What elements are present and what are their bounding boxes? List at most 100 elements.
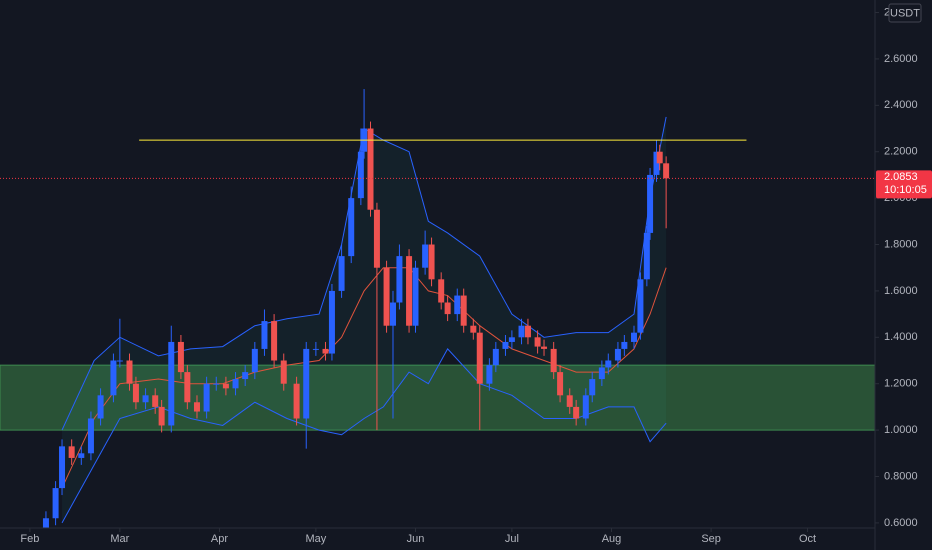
x-tick-label: Oct [799,533,816,545]
candle-body [303,348,310,419]
candle-body [78,453,85,458]
candle-body [460,295,467,326]
candle-body [518,325,525,338]
candle-body [293,383,300,419]
candle-body [508,337,515,342]
candle-body [396,256,403,303]
candle-body [271,321,278,361]
candle-body [470,325,477,333]
candle-body [242,372,249,380]
candle-body [184,372,191,403]
candle-body [203,383,210,412]
candle-body [663,163,670,179]
x-tick-label: Feb [20,533,39,545]
x-tick-label: Apr [211,533,228,545]
last-price-label: 2.0853 [884,171,918,183]
last-price-badge [876,170,932,199]
candle-body [59,446,66,489]
candle-body [541,346,548,349]
y-tick-label: 2.2000 [884,146,918,158]
candle-body [357,151,364,199]
x-tick-label: Mar [110,533,129,545]
candle-body [614,348,621,361]
candle-body [573,406,580,419]
candle-body [328,290,335,354]
candle-body [524,325,531,338]
candle-body [637,279,644,333]
candle-body [232,379,239,389]
y-tick-label: 1.8000 [884,238,918,250]
candle-body [52,488,59,519]
candle-body [428,244,435,280]
candle-body [621,341,628,349]
candle-body [213,383,220,385]
candle-body [444,302,451,315]
y-tick-label: 2.6000 [884,53,918,65]
candle-body [486,365,493,384]
candle-body [68,446,75,458]
candle-body [126,360,133,384]
plot-area [0,89,875,528]
candle-body [630,332,637,342]
candle-body [598,367,605,380]
candle-body [492,348,499,366]
candle-body [261,321,268,349]
candle-body [97,395,104,419]
candle-body [116,360,123,362]
y-tick-label: 1.4000 [884,331,918,343]
candle-body [476,332,483,384]
y-tick-label: 0.8000 [884,470,918,482]
candle-body [653,151,660,175]
candle-body [152,395,159,407]
candle-body [605,360,612,368]
candle-body [406,256,413,326]
candle-body [168,341,175,426]
candle-body [142,395,149,403]
y-tick-label: 1.2000 [884,378,918,390]
x-tick-label: Jun [407,533,425,545]
candle-body [348,198,355,257]
candle-body [312,348,319,350]
candle-body [534,337,541,347]
countdown-label: 10:10:05 [884,184,927,196]
candle-body [193,402,200,412]
candle-body [373,209,380,268]
candle-body [42,518,49,528]
candle-body [280,360,287,384]
candle-body [222,383,229,389]
candle-body [87,418,94,454]
candle-body [251,348,258,373]
quote-label: USDT [890,7,920,19]
candle-body [647,174,654,233]
candle-body [502,341,509,349]
axes: 0.6000 0.8000 1.0000 1.2000 1.4000 1.6000 1.80… [20,3,932,545]
candle-body [110,360,117,396]
candle-body [550,348,557,373]
candle-body [438,279,445,303]
bollinger-line [61,267,667,489]
x-tick-label: Sep [701,533,721,545]
candle-body [412,267,419,326]
candle-body [589,379,596,396]
candle-body [132,383,139,403]
candle-body [557,372,564,396]
candle-body [656,151,663,164]
band-fill [62,116,667,523]
candle-body [338,256,345,291]
candle-body [454,295,461,315]
candle-body [158,406,165,426]
quote-badge [888,3,922,23]
candle-body [643,232,650,280]
x-tick-label: May [305,533,326,545]
candle-body [422,244,429,268]
y-tick-label: 1.6000 [884,285,918,297]
candle-body [177,341,184,373]
candle-body [322,348,329,354]
x-tick-label: Aug [602,533,622,545]
candle-body [367,128,374,210]
candle-body [383,267,390,326]
y-tick-label: 0.6000 [884,517,918,529]
x-tick-label: Jul [505,533,519,545]
